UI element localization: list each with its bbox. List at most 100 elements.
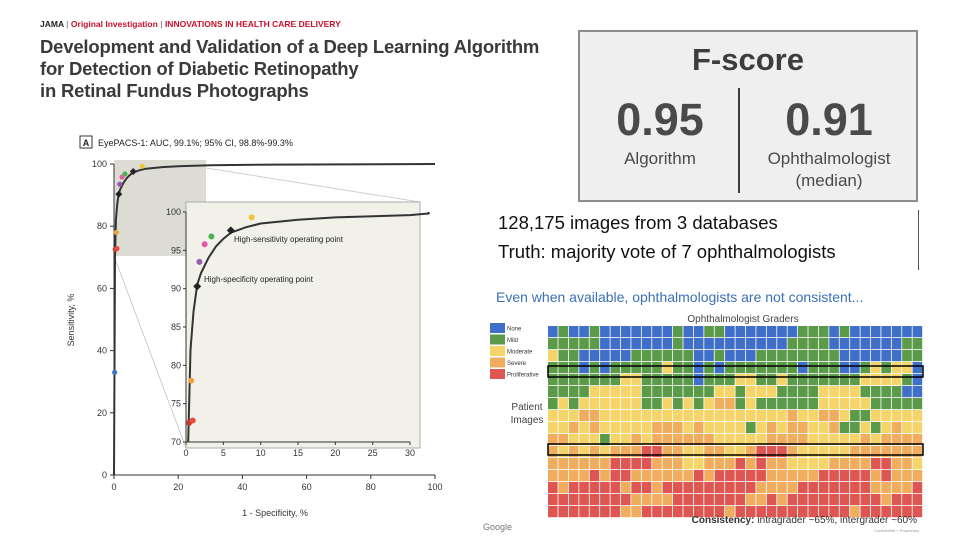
heatmap-cell bbox=[620, 362, 631, 374]
heatmap-cell bbox=[683, 434, 694, 446]
heatmap-cell bbox=[777, 410, 787, 422]
heatmap-cell bbox=[652, 350, 662, 362]
heatmap-cell bbox=[589, 494, 600, 506]
heatmap-cell bbox=[631, 446, 641, 458]
heatmap-cell bbox=[683, 362, 694, 374]
ophthalmologist-sublabel: (median) bbox=[795, 171, 863, 190]
heatmap-cell bbox=[870, 506, 881, 518]
y-tick-label: 100 bbox=[92, 159, 107, 169]
heatmap-cell bbox=[850, 350, 860, 362]
heatmap-cell bbox=[641, 494, 652, 506]
heatmap-cell bbox=[735, 374, 746, 386]
heatmap-cell bbox=[860, 494, 871, 506]
heatmap-cell bbox=[579, 458, 589, 470]
heatmap-cell bbox=[735, 398, 746, 410]
heatmap-cell bbox=[631, 410, 641, 422]
heatmap-cell bbox=[662, 506, 673, 518]
heatmap-cell bbox=[548, 398, 558, 410]
heatmap-cell bbox=[912, 506, 923, 518]
heatmap-cell bbox=[818, 338, 829, 350]
heatmap-cell bbox=[881, 386, 891, 398]
heatmap-cell bbox=[891, 338, 902, 350]
heatmap-cell bbox=[558, 362, 569, 374]
inset-ophthalmologist-point bbox=[188, 377, 195, 384]
heatmap-cell bbox=[725, 350, 735, 362]
heatmap-cell bbox=[548, 482, 558, 494]
heatmap-cell bbox=[600, 458, 610, 470]
heatmap-cell bbox=[902, 374, 912, 386]
heatmap-cell bbox=[600, 446, 610, 458]
heatmap-cell bbox=[902, 410, 912, 422]
heatmap-cell bbox=[839, 410, 850, 422]
heatmap-cell bbox=[641, 362, 652, 374]
heatmap-cell bbox=[673, 434, 683, 446]
x-tick-label: 100 bbox=[427, 482, 442, 492]
heatmap-cell bbox=[777, 458, 787, 470]
heatmap-cell bbox=[704, 338, 714, 350]
heatmap-cell bbox=[558, 470, 569, 482]
heatmap-cell bbox=[850, 410, 860, 422]
heatmap-cell bbox=[829, 434, 839, 446]
heatmap-cell bbox=[818, 422, 829, 434]
heatmap-cell bbox=[683, 410, 694, 422]
inset-ophthalmologist-point bbox=[208, 233, 215, 240]
heatmap-cell bbox=[620, 350, 631, 362]
heatmap-cell bbox=[860, 374, 871, 386]
heatmap-cell bbox=[725, 446, 735, 458]
heatmap-cell bbox=[568, 434, 579, 446]
heatmap-cell bbox=[745, 410, 756, 422]
heatmap-cell bbox=[620, 410, 631, 422]
heatmap-cell bbox=[725, 410, 735, 422]
heatmap-cell bbox=[683, 422, 694, 434]
heatmap-cell bbox=[756, 506, 766, 518]
heatmap-cell bbox=[568, 482, 579, 494]
heatmap-cell bbox=[683, 326, 694, 338]
heatmap-cell bbox=[808, 362, 819, 374]
heatmap-cell bbox=[620, 446, 631, 458]
heatmap-cell bbox=[829, 458, 839, 470]
heatmap-cell bbox=[693, 470, 704, 482]
heatmap-cell bbox=[745, 494, 756, 506]
heatmap-cell bbox=[787, 350, 798, 362]
heatmap-cell bbox=[579, 470, 589, 482]
heatmap-cell bbox=[735, 470, 746, 482]
heatmap-cell bbox=[652, 446, 662, 458]
heatmap-cell bbox=[891, 482, 902, 494]
heatmap-cell bbox=[839, 338, 850, 350]
heatmap-cell bbox=[704, 446, 714, 458]
heatmap-cell bbox=[912, 338, 923, 350]
journal-section: INNOVATIONS IN HEALTH CARE DELIVERY bbox=[164, 19, 341, 29]
heatmap-cell bbox=[818, 398, 829, 410]
heatmap-cell bbox=[568, 410, 579, 422]
inset-x-tick-label: 15 bbox=[293, 448, 303, 458]
grader-heatmap: Ophthalmologist Graders None Mild Moderate… bbox=[490, 314, 924, 526]
heatmap-cell bbox=[766, 506, 777, 518]
ophthalmologist-point bbox=[117, 181, 123, 187]
heatmap-cell bbox=[850, 458, 860, 470]
heatmap-cell bbox=[589, 482, 600, 494]
heatmap-cell bbox=[558, 326, 569, 338]
heatmap-cell bbox=[631, 506, 641, 518]
heatmap-cell bbox=[725, 338, 735, 350]
heatmap-cell bbox=[725, 482, 735, 494]
heatmap-cell bbox=[870, 398, 881, 410]
heatmap-cell bbox=[850, 494, 860, 506]
heatmap-cell bbox=[902, 494, 912, 506]
heatmap-cell bbox=[912, 326, 923, 338]
heatmap-cell bbox=[641, 386, 652, 398]
heatmap-cell bbox=[818, 386, 829, 398]
heatmap-cell bbox=[704, 362, 714, 374]
heatmap-cell bbox=[558, 338, 569, 350]
heatmap-cell bbox=[579, 350, 589, 362]
heatmap-cell bbox=[673, 506, 683, 518]
heatmap-cell bbox=[548, 446, 558, 458]
heatmap-cell bbox=[579, 422, 589, 434]
heatmap-cell bbox=[568, 374, 579, 386]
heatmap-cell bbox=[558, 350, 569, 362]
heatmap-cell bbox=[693, 350, 704, 362]
heatmap-cell bbox=[693, 386, 704, 398]
heatmap-cell bbox=[850, 326, 860, 338]
heatmap-cell bbox=[641, 458, 652, 470]
heatmap-cell bbox=[870, 362, 881, 374]
heatmap-cell bbox=[839, 434, 850, 446]
